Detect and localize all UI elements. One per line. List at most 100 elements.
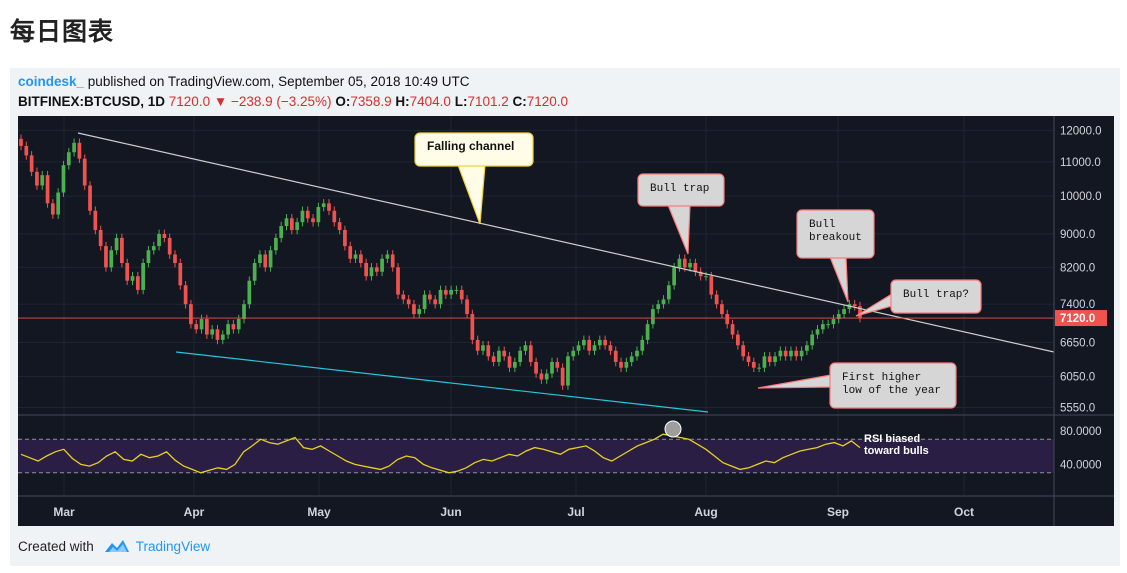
symbol-label: BITFINEX:BTCUSD, 1D xyxy=(18,94,166,109)
x-tick-label: Jun xyxy=(440,505,461,519)
x-tick-label: Oct xyxy=(954,505,974,519)
candle-body xyxy=(799,350,804,357)
publish-line: coindesk_ published on TradingView.com, … xyxy=(18,72,568,92)
candle-body xyxy=(629,356,634,362)
candle-body xyxy=(539,373,544,380)
tradingview-logo-icon xyxy=(104,540,129,552)
candle-body xyxy=(608,345,613,351)
candle-body xyxy=(640,339,645,351)
candle-body xyxy=(438,289,443,305)
candle-body xyxy=(130,276,135,281)
candle-body xyxy=(348,246,353,259)
candle-body xyxy=(231,324,236,330)
candle-body xyxy=(93,210,98,230)
candle-body xyxy=(279,226,284,238)
candle-body xyxy=(157,233,161,247)
candle-body xyxy=(677,258,682,268)
price-tick-label: 12000.0 xyxy=(1060,126,1102,138)
candle-body xyxy=(714,294,719,305)
candle-body xyxy=(289,218,294,230)
candle-body xyxy=(836,314,841,320)
candle-body xyxy=(624,361,629,368)
rsi-note-text: toward bulls xyxy=(864,445,929,457)
candle-body xyxy=(497,350,501,362)
tradingview-link[interactable]: TradingView xyxy=(135,538,211,554)
candle-body xyxy=(613,350,618,362)
candle-body xyxy=(141,262,145,290)
candle-body xyxy=(61,165,66,193)
candle-body xyxy=(369,267,374,277)
candle-body xyxy=(751,361,756,368)
chart-header: coindesk_ published on TradingView.com, … xyxy=(18,72,568,112)
candle-body xyxy=(72,142,76,153)
candle-body xyxy=(321,203,326,208)
candle-body xyxy=(571,350,576,357)
candle-body xyxy=(560,367,565,386)
candle-body xyxy=(566,356,570,386)
candle-body xyxy=(412,304,416,315)
x-tick-label: May xyxy=(307,505,331,519)
price-tick-label: 9000.0 xyxy=(1060,229,1095,241)
down-triangle-icon: ▼ xyxy=(213,94,228,109)
candle-body xyxy=(353,254,358,259)
candle-body xyxy=(56,192,61,215)
high-label: H: xyxy=(395,94,410,109)
candle-body xyxy=(831,319,836,325)
page-heading: 每日图表 xyxy=(10,17,115,46)
candle-body xyxy=(189,304,193,325)
falling-channel-callout-box xyxy=(414,132,534,167)
candle-body xyxy=(77,142,82,159)
candle-body xyxy=(619,361,623,368)
candle-body xyxy=(645,324,650,340)
candle-body xyxy=(666,285,671,300)
candle-body xyxy=(603,339,607,346)
candle-body xyxy=(40,175,45,186)
chart-card: coindesk_ published on TradingView.com, … xyxy=(10,68,1120,566)
candle-body xyxy=(544,373,549,380)
candle-body xyxy=(481,345,485,351)
candle-body xyxy=(385,254,390,259)
candle-body xyxy=(725,314,730,325)
rsi-note-text: RSI biased xyxy=(864,433,920,445)
candle-body xyxy=(449,289,453,295)
x-tick-label: Jul xyxy=(567,505,584,519)
bull-trap-callout-text: Bull trap xyxy=(650,183,709,195)
candle-body xyxy=(151,246,156,251)
candle-body xyxy=(88,185,92,211)
candle-body xyxy=(337,222,342,230)
candle-body xyxy=(815,329,820,335)
footer: Created with TradingView xyxy=(18,538,210,554)
candle-body xyxy=(374,267,379,272)
candle-body xyxy=(661,299,666,305)
candle-body xyxy=(651,309,655,325)
x-tick-label: Apr xyxy=(184,505,205,519)
candle-body xyxy=(406,299,411,305)
candle-body xyxy=(82,158,87,186)
author-link[interactable]: coindesk_ xyxy=(18,74,85,89)
candle-body xyxy=(534,361,538,374)
price-tick-label: 7400.0 xyxy=(1060,299,1095,311)
candle-body xyxy=(295,222,299,230)
candle-body xyxy=(507,356,512,368)
candle-body xyxy=(491,356,496,362)
candle-body xyxy=(327,203,331,211)
candle-body xyxy=(204,319,209,335)
candle-body xyxy=(428,294,432,300)
candle-body xyxy=(120,237,124,263)
price-chart[interactable]: 12000.0 11000.0 10000.0 9000.0 8200.0 7400.0 6… xyxy=(18,116,1114,526)
falling-channel-top-line xyxy=(77,132,1055,353)
close-label: C: xyxy=(512,94,527,109)
candle-body xyxy=(523,345,528,351)
open-label: O: xyxy=(335,94,351,109)
bull-trap-callout-box xyxy=(637,173,725,207)
x-tick-label: Aug xyxy=(694,505,717,519)
candle-body xyxy=(688,262,692,268)
candle-body xyxy=(220,334,225,340)
candle-body xyxy=(194,324,199,330)
candle-body xyxy=(66,152,71,166)
candle-body xyxy=(311,218,315,223)
bull-breakout-callout-text: breakout xyxy=(809,232,862,244)
candle-body xyxy=(29,155,34,172)
candle-body xyxy=(656,304,661,310)
higher-low-callout-text: First higher xyxy=(842,372,921,384)
